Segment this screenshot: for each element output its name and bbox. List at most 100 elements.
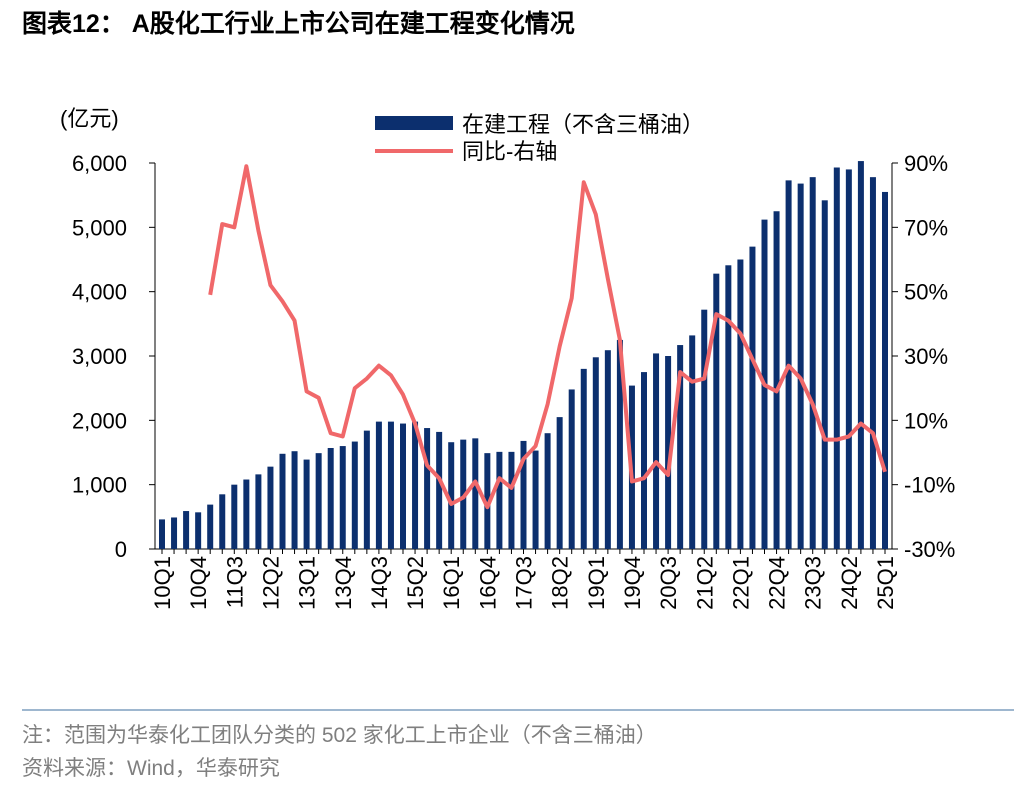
x-tick-label: 19Q4 [620,556,645,610]
bar [436,431,443,549]
x-tick-label: 14Q3 [367,556,392,610]
x-tick-label: 25Q1 [873,556,898,610]
bar [749,246,756,549]
bar [857,161,864,549]
x-tick-label: 11Q3 [222,556,247,608]
bar [339,446,346,549]
line [208,164,887,510]
x-tick-label: 15Q2 [403,556,428,610]
y-tick-label: 0 [115,537,127,562]
bar [363,430,370,549]
bar [520,440,527,549]
bar [689,335,696,549]
x-tick-label: 10Q1 [150,556,175,610]
bar [845,169,852,549]
bar [424,428,431,549]
bar [327,447,334,549]
bar [171,517,178,549]
x-tick-label: 24Q2 [837,556,862,610]
bar [677,345,684,549]
x-tick-label: 16Q4 [475,556,500,610]
bar [315,453,322,549]
bar [773,211,780,549]
x-tick-label: 13Q4 [331,556,356,610]
y-tick-label: 1,000 [72,473,127,498]
bar [821,200,828,549]
bar [556,417,563,549]
bar [737,259,744,549]
x-tick-label: 16Q1 [439,556,464,610]
bar [412,421,419,549]
y2-tick-label: -10% [904,473,955,498]
y2-tick-label: 50% [904,280,948,305]
bar [833,167,840,549]
bar [219,494,226,549]
bar [267,466,274,549]
y2-tick-label: 30% [904,344,948,369]
x-tick-label: 22Q4 [765,556,790,610]
y-axis-label: (亿元) [60,106,119,131]
bar [532,450,539,549]
bar [496,451,503,549]
bar [303,459,310,549]
bar [809,177,816,550]
legend-label: 在建工程（不含三桶油） [462,112,704,137]
bar [508,451,515,549]
x-tick-label: 12Q2 [258,556,283,610]
bar [351,441,358,549]
bar [291,451,298,549]
source: 资料来源：Wind，华泰研究 [22,757,280,780]
chart-title: 图表12： A股化工行业上市公司在建工程变化情况 [22,9,575,38]
x-tick-label: 17Q3 [512,556,537,610]
bar [387,421,394,549]
y2-tick-label: 10% [904,408,948,433]
bar [653,353,660,549]
bar [701,309,708,549]
x-tick-label: 19Q1 [584,556,609,610]
bar [882,191,888,549]
x-tick-label: 13Q1 [295,556,320,610]
bar [255,474,262,549]
y-tick-label: 2,000 [72,408,127,433]
bar [472,438,479,549]
bar [797,183,804,549]
bar [665,356,672,549]
bar [604,350,611,549]
note: 注：范围为华泰化工团队分类的 502 家化工上市企业（不含三桶油） [22,724,657,747]
bar [568,389,575,549]
y2-tick-label: 70% [904,215,948,240]
bar [641,372,647,549]
x-tick-label: 23Q3 [801,556,826,610]
x-tick-label: 10Q4 [186,556,211,610]
bar [869,177,876,550]
x-tick-label: 18Q2 [548,556,573,610]
y-tick-label: 4,000 [72,280,127,305]
bar [195,512,202,549]
x-tick-label: 21Q2 [692,556,717,610]
bar [375,421,382,549]
bar [231,484,238,549]
bar [580,368,587,549]
x-tick-label: 20Q3 [656,556,681,610]
bar [616,339,623,549]
bar [484,453,491,549]
y2-tick-label: -30% [904,537,955,562]
bar [592,357,599,549]
legend-swatch [375,116,453,130]
y2-tick-label: 90% [904,151,948,176]
bar [279,453,286,549]
bar [544,433,551,549]
y-tick-label: 3,000 [72,344,127,369]
bar [713,273,720,549]
legend-label: 同比-右轴 [462,139,557,164]
bar [448,442,455,549]
y-tick-label: 5,000 [72,215,127,240]
bar [400,423,406,549]
bar [159,519,165,549]
bar [243,479,250,549]
x-tick-label: 22Q1 [728,556,753,610]
bar [725,265,732,549]
bar [207,504,214,549]
bar [183,511,190,549]
